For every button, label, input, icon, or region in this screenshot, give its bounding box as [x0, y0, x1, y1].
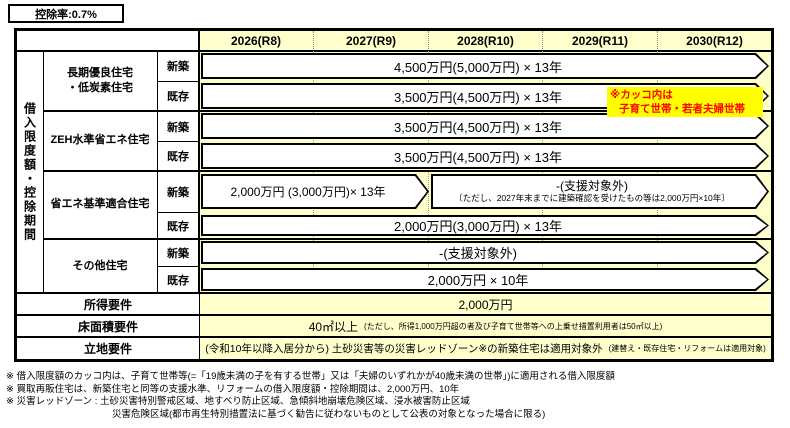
group-boundary-line: [43, 110, 771, 112]
footnote-4: 災害危険区域(都市再生特別措置法に基づく勧告に従わないものとして公表の対象となっ…: [112, 408, 546, 420]
location-note: (建替え・既存住宅・リフォームは適用対象): [608, 344, 766, 353]
year-label: 2028(R10): [457, 34, 514, 48]
year-header-2030: 2030(R12): [657, 31, 771, 51]
group-boundary-line: [43, 170, 771, 172]
bar-value-stack: -(支援対象外) 〔ただし、2027年末までに建築確認を受けたもの等は2,000…: [431, 174, 769, 209]
column-separator-line: [657, 51, 658, 293]
year-label: 2029(R11): [571, 34, 629, 48]
footnotes: ※ 借入限度額のカッコ内は、子育て世帯等(=「19歳未満の子を有する世帯」又は「…: [6, 371, 786, 421]
bar-sonota-kizon: 2,000万円 × 10年: [201, 268, 769, 291]
year-header-2026: 2026(R8): [199, 31, 313, 51]
divider-line: [17, 292, 771, 294]
bar-shape-fill: [433, 176, 767, 207]
year-header-2027: 2027(R9): [313, 31, 428, 51]
year-label: 2030(R12): [686, 34, 743, 48]
floor-area-requirement-value: 40㎡以上 (ただし、所得1,000万円超の者及び子育て世帯等への上乗せ措置利用…: [200, 316, 771, 336]
floor-area-requirement-label: 床面積要件: [17, 316, 199, 336]
bar-shape-fill: [203, 176, 427, 207]
footnote-1: ※ 借入限度額のカッコ内は、子育て世帯等(=「19歳未満の子を有する世帯」又は「…: [6, 371, 615, 382]
bar-shoene-kizon: 2,000万円(3,000万円) × 13年: [201, 215, 769, 236]
location-value: (令和10年以降入居分から) 土砂災害等の災害レッドゾーン※の新築住宅は適用対象…: [205, 343, 603, 355]
bar-shape-fill: [203, 145, 767, 167]
row-divider-line: [157, 266, 199, 267]
bar-shoene-shinchiku-2028-2030: -(支援対象外) 〔ただし、2027年末までに建築確認を受けたもの等は2,000…: [431, 174, 769, 209]
requirements-background: [200, 293, 771, 359]
income-value: 2,000万円: [458, 297, 513, 312]
bar-value: 3,500万円(4,500万円) × 13年: [394, 149, 562, 165]
type-label: 新築: [167, 248, 189, 260]
location-requirement-value: (令和10年以降入居分から) 土砂災害等の災害レッドゾーン※の新築住宅は適用対象…: [200, 338, 771, 359]
bar-shape-fill: [203, 115, 767, 137]
bar-shape-fill: [203, 270, 767, 289]
bar-sonota-shinchiku: -(支援対象外): [201, 241, 769, 264]
type-label: 新築: [167, 61, 189, 73]
category-zeh: ZEH水準省エネ住宅: [50, 134, 150, 147]
deduction-rate-text: 控除率:0.7%: [35, 8, 97, 21]
divider-line: [17, 336, 771, 338]
floor-area-note: (ただし、所得1,000万円超の者及び子育て世帯等への上乗せ措置利用者は50㎡以…: [364, 321, 663, 331]
income-requirement-value: 2,000万円: [200, 294, 771, 314]
main-table: 2026(R8) 2027(R9) 2028(R10) 2029(R11) 20…: [14, 28, 774, 362]
type-label: 新築: [167, 121, 189, 134]
column-separator-line: [542, 51, 543, 293]
bar-shape-fill: [203, 243, 767, 262]
bar-value: 3,500万円(4,500万円) × 13年: [394, 119, 562, 135]
year-header-2028: 2028(R10): [428, 31, 542, 51]
year-label: 2026(R8): [230, 34, 282, 48]
category-chouki-yuryo: 長期優良住宅 ・低炭素住宅: [67, 66, 133, 94]
footnote-3: ※ 災害レッドゾーン : 土砂災害特別警戒区域、地すべり防止区域、急傾斜地崩壊危…: [6, 396, 470, 407]
group-boundary-line: [43, 238, 771, 240]
footnote-2: ※ 買取再販住宅は、新築住宅と同等の支援水準、リフォームの借入限度額・控除期間は…: [6, 383, 460, 395]
left-axis-label: 借入限度額・控除期間: [22, 102, 37, 242]
bar-zeh-kizon: 3,500万円(4,500万円) × 13年: [201, 143, 769, 169]
deduction-rate-box: 控除率:0.7%: [8, 4, 124, 23]
bar-value: 4,500万円(5,000万円) × 13年: [394, 59, 562, 75]
bar-shape-fill: [203, 217, 767, 234]
year-label: 2027(R9): [345, 34, 397, 48]
type-label: 新築: [167, 187, 189, 199]
column-separator-line: [313, 51, 314, 293]
bar-zeh-shinchiku: 3,500万円(4,500万円) × 13年: [201, 113, 769, 139]
location-requirement-label: 立地要件: [17, 338, 199, 359]
bar-shape-fill: [203, 55, 767, 77]
type-label: 既存: [167, 220, 189, 233]
bar-value-note: 〔ただし、2027年末までに建築確認を受けたもの等は2,000万円×10年〕: [454, 192, 730, 203]
income-requirement-label: 所得要件: [17, 294, 199, 314]
bar-value-main: -(支援対象外): [556, 178, 628, 193]
divider-line: [43, 51, 44, 293]
type-label: 既存: [167, 275, 189, 287]
bar-value: 3,500万円(4,500万円) × 13年: [394, 89, 562, 105]
row-divider-line: [157, 81, 199, 82]
bar-chouki-shinchiku: 4,500万円(5,000万円) × 13年: [201, 53, 769, 79]
year-header-2029: 2029(R11): [542, 31, 657, 51]
bar-value: 2,000万円(3,000万円) × 13年: [394, 219, 562, 234]
column-separator-line: [428, 51, 429, 293]
bar-value: -(支援対象外): [439, 246, 517, 261]
floor-area-value: 40㎡以上: [308, 319, 359, 334]
bar-value: 2,000万円 × 10年: [427, 273, 529, 288]
type-label: 既存: [167, 91, 189, 103]
callout-line2: 子育て世帯・若者夫婦世帯: [619, 103, 745, 115]
row-divider-line: [157, 212, 199, 213]
divider-line: [17, 50, 771, 52]
bar-value: 2,000万円 (3,000万円)× 13年: [230, 185, 386, 199]
bar-shoene-shinchiku-2026-2027: 2,000万円 (3,000万円)× 13年: [201, 174, 429, 209]
divider-line: [198, 31, 200, 359]
divider-line: [17, 314, 771, 316]
parentheses-note-callout: ※カッコ内は 子育て世帯・若者夫婦世帯: [607, 87, 763, 117]
divider-line: [157, 51, 158, 293]
category-shoene-kijun: 省エネ基準適合住宅: [50, 198, 150, 211]
callout-line1: ※カッコ内は: [610, 89, 673, 101]
category-sonota: その他住宅: [72, 259, 128, 272]
type-label: 既存: [167, 151, 189, 163]
row-divider-line: [157, 141, 199, 142]
